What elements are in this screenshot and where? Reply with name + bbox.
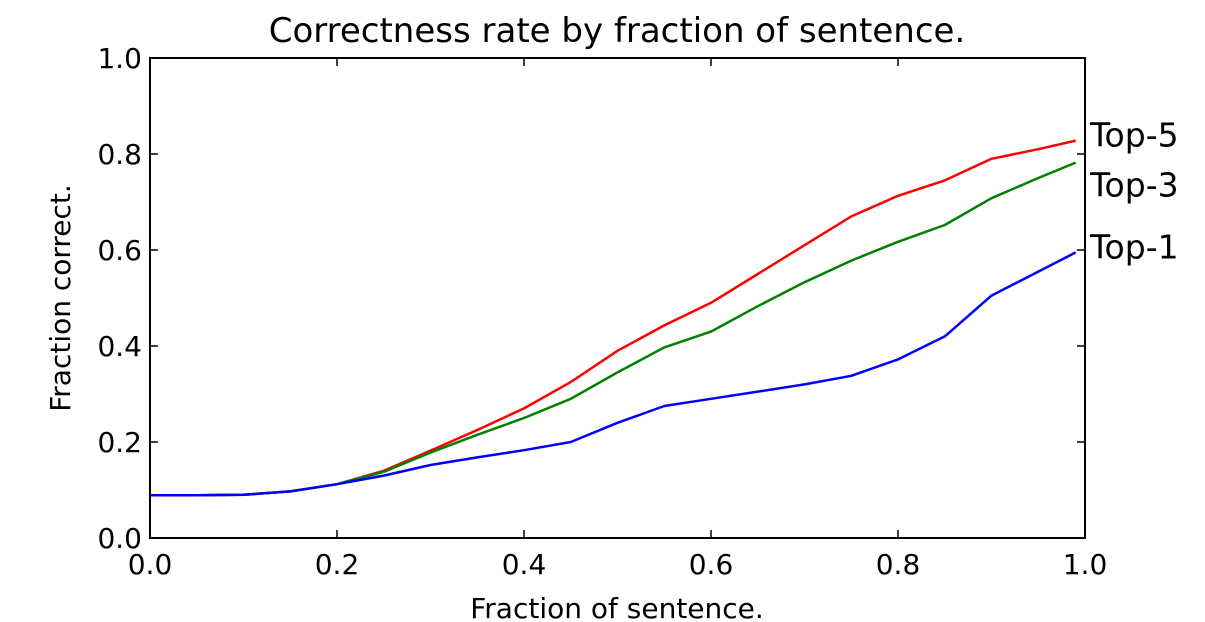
x-tick-label: 1.0 [1063, 548, 1108, 581]
series-line-top-1 [150, 251, 1077, 497]
y-tick-label: 0.0 [97, 522, 142, 555]
y-axis-label: Fraction correct. [44, 184, 77, 412]
plot-area-frame [149, 57, 1086, 539]
chart-title: Correctness rate by fraction of sentence… [269, 11, 966, 51]
series-line-top-5 [150, 139, 1076, 497]
x-tick-label: 0.4 [502, 548, 547, 581]
series-label-top-1: Top-1 [1089, 227, 1179, 266]
y-tick-labels: 0.0 0.2 0.4 0.6 0.8 1.0 [97, 42, 142, 555]
series-line-top-3 [150, 161, 1077, 497]
y-tick-label: 0.6 [97, 234, 142, 267]
series-label-top-3: Top-3 [1089, 166, 1179, 205]
series-label-top-5: Top-5 [1089, 116, 1179, 155]
y-tick-label: 0.2 [97, 426, 142, 459]
ticks-layer [149, 57, 1086, 539]
x-tick-label: 0.8 [876, 548, 921, 581]
series-layer [150, 139, 1077, 497]
x-tick-label: 0.6 [689, 548, 734, 581]
x-axis-label: Fraction of sentence. [470, 592, 764, 622]
x-tick-labels: 0.0 0.2 0.4 0.6 0.8 1.0 [128, 548, 1108, 581]
y-tick-label: 0.4 [97, 330, 142, 363]
x-tick-label: 0.0 [128, 548, 173, 581]
series-labels: Top-5 Top-3 Top-1 [1089, 116, 1179, 267]
y-tick-label: 0.8 [97, 138, 142, 171]
y-tick-label: 1.0 [97, 42, 142, 75]
x-tick-label: 0.2 [315, 548, 360, 581]
